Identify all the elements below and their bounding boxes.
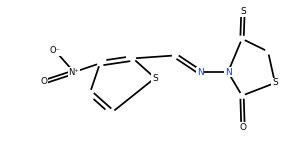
Text: S: S [240, 7, 246, 16]
Text: O: O [240, 123, 246, 132]
Text: O⁻: O⁻ [50, 46, 60, 55]
Text: S: S [152, 73, 158, 83]
Text: O: O [40, 77, 47, 87]
Text: N: N [197, 68, 203, 77]
Text: N⁺: N⁺ [69, 68, 79, 77]
Text: N: N [225, 68, 231, 77]
Text: S: S [272, 78, 278, 87]
